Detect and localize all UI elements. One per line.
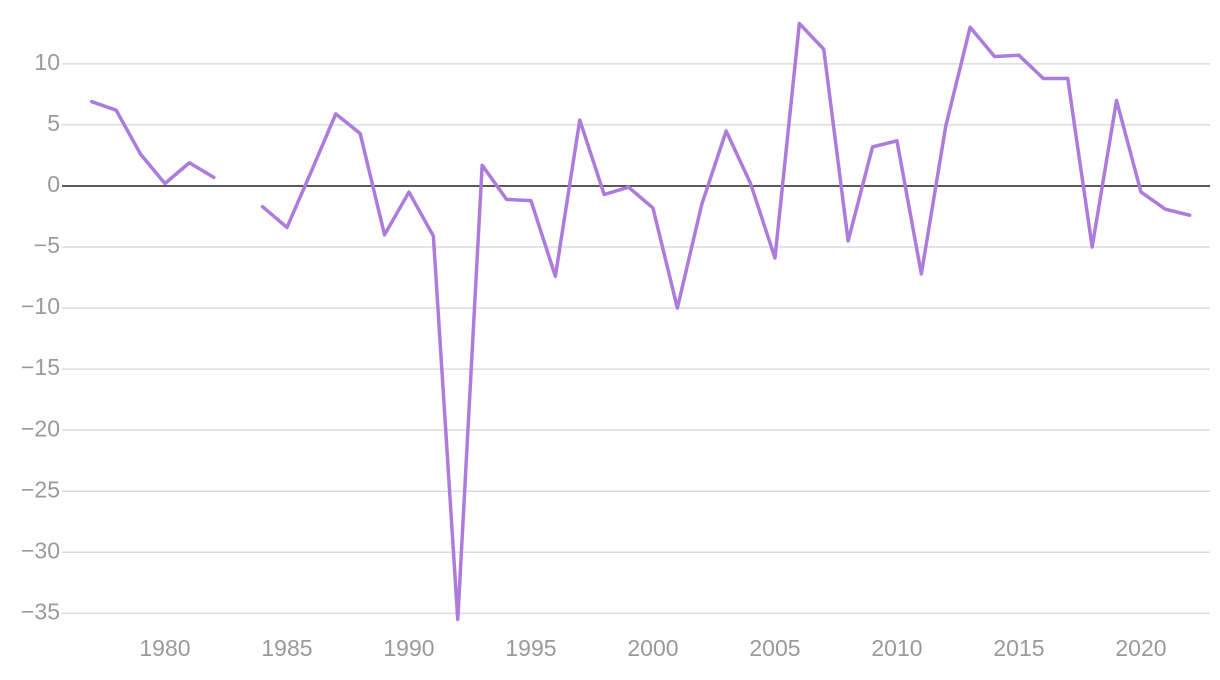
y-tick-label: −35: [21, 598, 60, 624]
x-tick-label: 1995: [505, 635, 556, 661]
y-tick-label: 0: [47, 171, 60, 197]
line-series: [260, 21, 1192, 622]
y-tick-label: −25: [21, 476, 60, 502]
y-tick-label: −10: [21, 293, 60, 319]
x-tick-label: 1985: [261, 635, 312, 661]
y-tick-label: −30: [21, 537, 60, 563]
x-tick-label: 2020: [1115, 635, 1166, 661]
x-tick-label: 1980: [139, 635, 190, 661]
x-tick-label: 1990: [383, 635, 434, 661]
x-tick-label: 2000: [627, 635, 678, 661]
y-tick-label: 10: [34, 49, 60, 75]
x-tick-label: 2010: [871, 635, 922, 661]
x-tick-label: 2015: [993, 635, 1044, 661]
y-tick-label: 5: [47, 110, 60, 136]
line-series: [90, 99, 216, 186]
y-tick-label: −15: [21, 354, 60, 380]
y-tick-label: −20: [21, 415, 60, 441]
y-tick-label: −5: [34, 232, 60, 258]
x-tick-label: 2005: [749, 635, 800, 661]
